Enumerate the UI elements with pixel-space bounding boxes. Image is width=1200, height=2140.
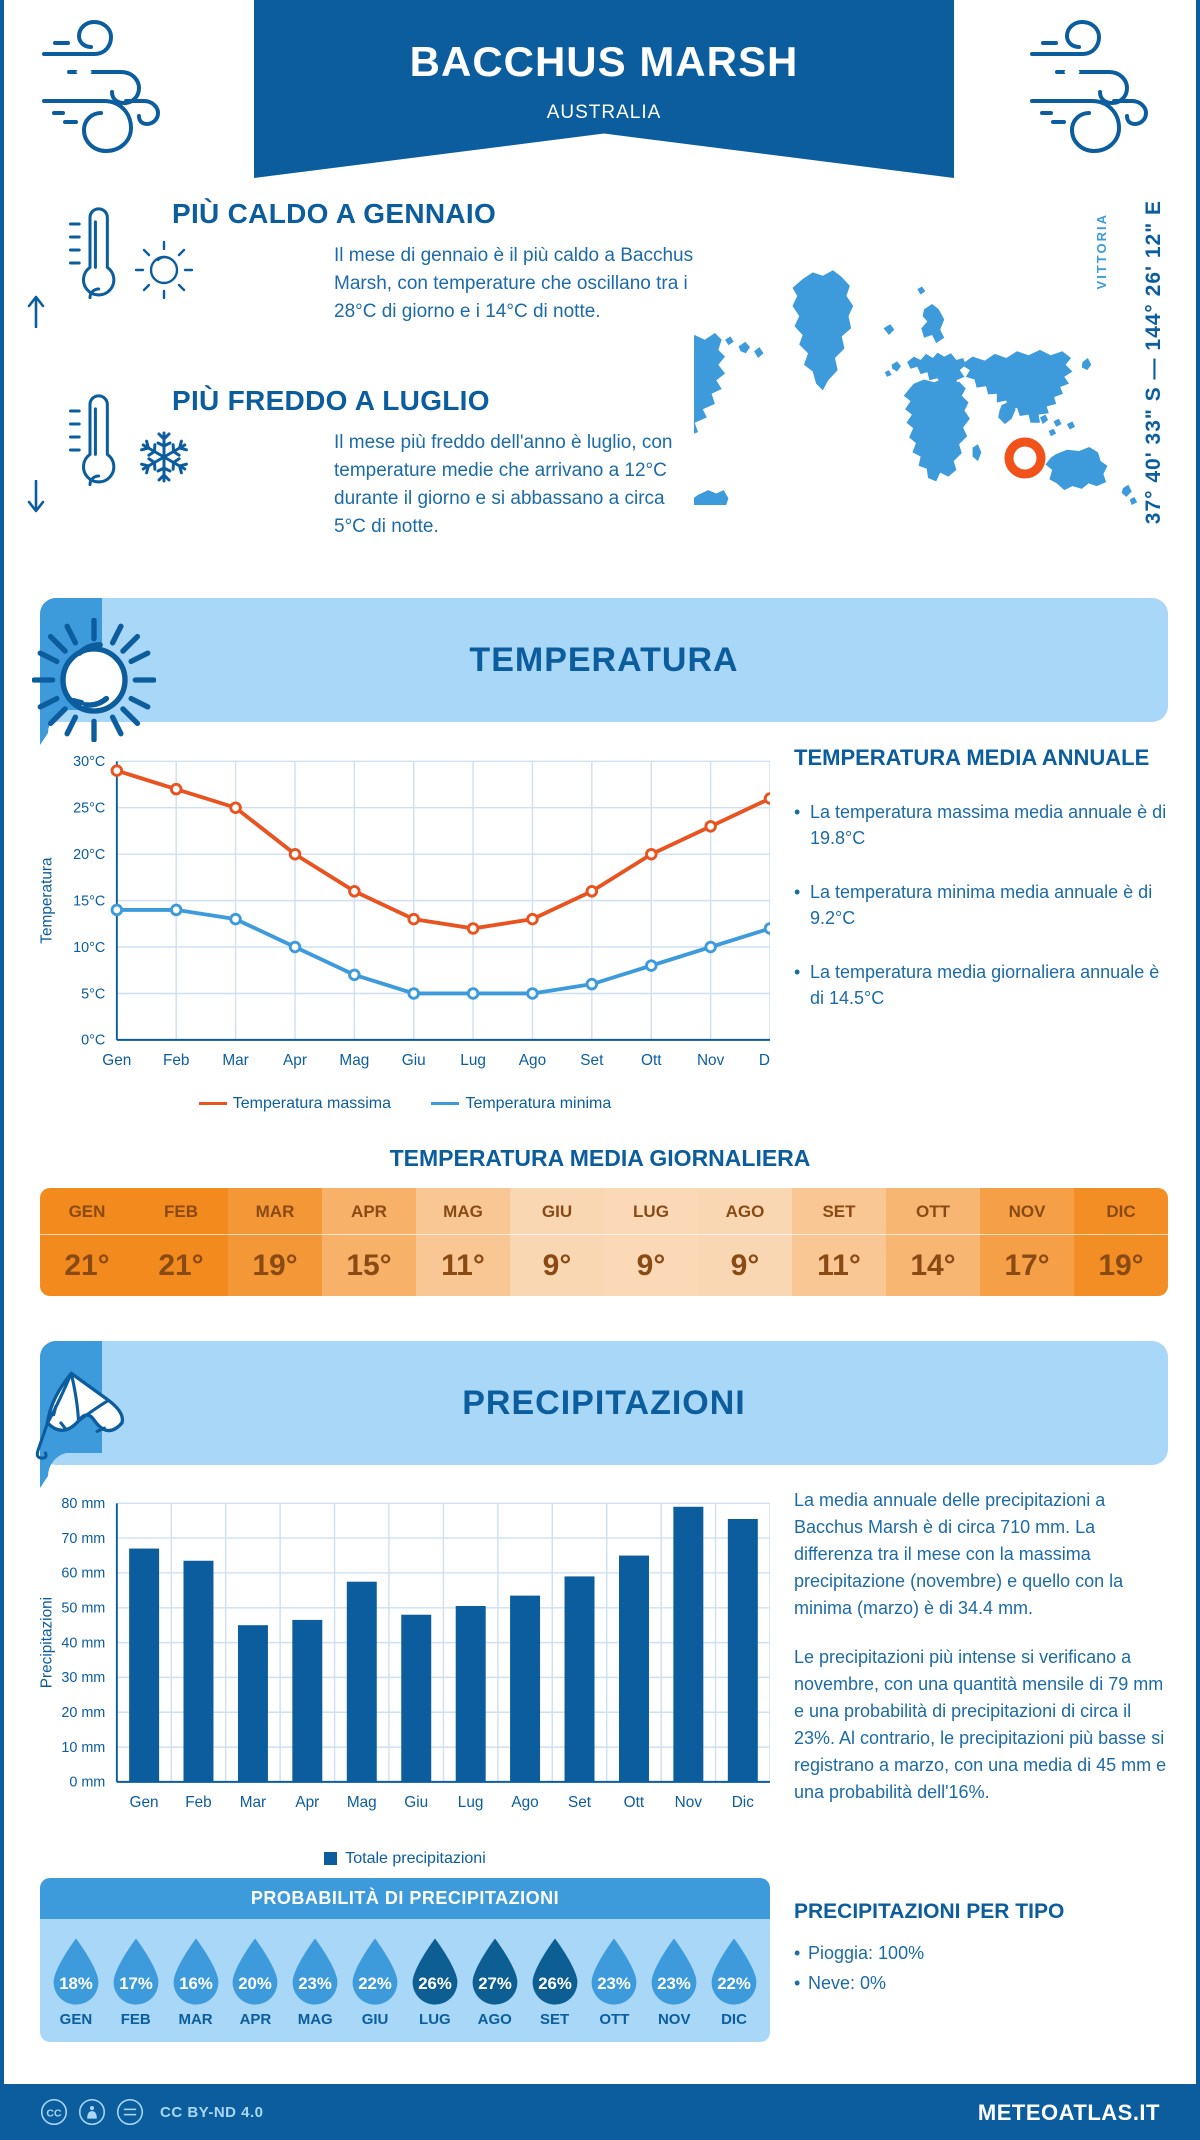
svg-text:Mag: Mag [347, 1794, 377, 1811]
svg-text:Set: Set [580, 1052, 604, 1069]
svg-text:Gen: Gen [130, 1794, 159, 1811]
svg-text:Set: Set [568, 1794, 592, 1811]
svg-text:60 mm: 60 mm [61, 1566, 105, 1582]
svg-text:Temperatura: Temperatura [40, 857, 56, 944]
svg-text:10 mm: 10 mm [61, 1740, 105, 1756]
svg-text:Feb: Feb [163, 1052, 189, 1069]
svg-text:20°C: 20°C [73, 847, 105, 863]
svg-text:22%: 22% [717, 1974, 751, 1993]
svg-text:30°C: 30°C [73, 754, 105, 770]
svg-text:Mar: Mar [222, 1052, 248, 1069]
svg-text:Ago: Ago [519, 1052, 546, 1069]
svg-text:CC: CC [46, 2107, 62, 2119]
svg-text:50 mm: 50 mm [61, 1601, 105, 1617]
svg-text:5°C: 5°C [81, 986, 105, 1002]
svg-text:Lug: Lug [460, 1052, 486, 1069]
svg-text:0 mm: 0 mm [69, 1775, 105, 1791]
svg-text:0°C: 0°C [81, 1033, 105, 1049]
svg-text:26%: 26% [418, 1974, 452, 1993]
svg-text:30 mm: 30 mm [61, 1670, 105, 1686]
svg-text:Dic: Dic [759, 1052, 770, 1069]
svg-text:23%: 23% [298, 1974, 332, 1993]
svg-text:23%: 23% [657, 1974, 691, 1993]
svg-text:80 mm: 80 mm [61, 1496, 105, 1512]
svg-text:Mag: Mag [339, 1052, 369, 1069]
svg-text:Dic: Dic [732, 1794, 755, 1811]
svg-text:Precipitazioni: Precipitazioni [40, 1597, 56, 1688]
svg-text:40 mm: 40 mm [61, 1635, 105, 1651]
svg-text:16%: 16% [179, 1974, 213, 1993]
svg-text:Mar: Mar [240, 1794, 266, 1811]
svg-text:70 mm: 70 mm [61, 1531, 105, 1547]
svg-text:Apr: Apr [283, 1052, 307, 1069]
svg-text:Ott: Ott [641, 1052, 662, 1069]
svg-text:Lug: Lug [458, 1794, 484, 1811]
svg-text:22%: 22% [358, 1974, 392, 1993]
svg-text:Feb: Feb [185, 1794, 211, 1811]
svg-text:Ago: Ago [511, 1794, 538, 1811]
svg-text:17%: 17% [119, 1974, 153, 1993]
svg-text:20%: 20% [239, 1974, 273, 1993]
svg-text:18%: 18% [59, 1974, 93, 1993]
svg-text:Gen: Gen [102, 1052, 131, 1069]
svg-text:Giu: Giu [404, 1794, 428, 1811]
svg-text:25°C: 25°C [73, 801, 105, 817]
svg-text:26%: 26% [538, 1974, 572, 1993]
svg-text:20 mm: 20 mm [61, 1705, 105, 1721]
svg-text:15°C: 15°C [73, 893, 105, 909]
svg-text:Apr: Apr [295, 1794, 319, 1811]
svg-text:23%: 23% [598, 1974, 632, 1993]
svg-text:10°C: 10°C [73, 940, 105, 956]
svg-text:27%: 27% [478, 1974, 512, 1993]
svg-text:Giu: Giu [402, 1052, 426, 1069]
svg-text:Ott: Ott [624, 1794, 645, 1811]
svg-text:Nov: Nov [675, 1794, 703, 1811]
svg-text:Nov: Nov [697, 1052, 725, 1069]
